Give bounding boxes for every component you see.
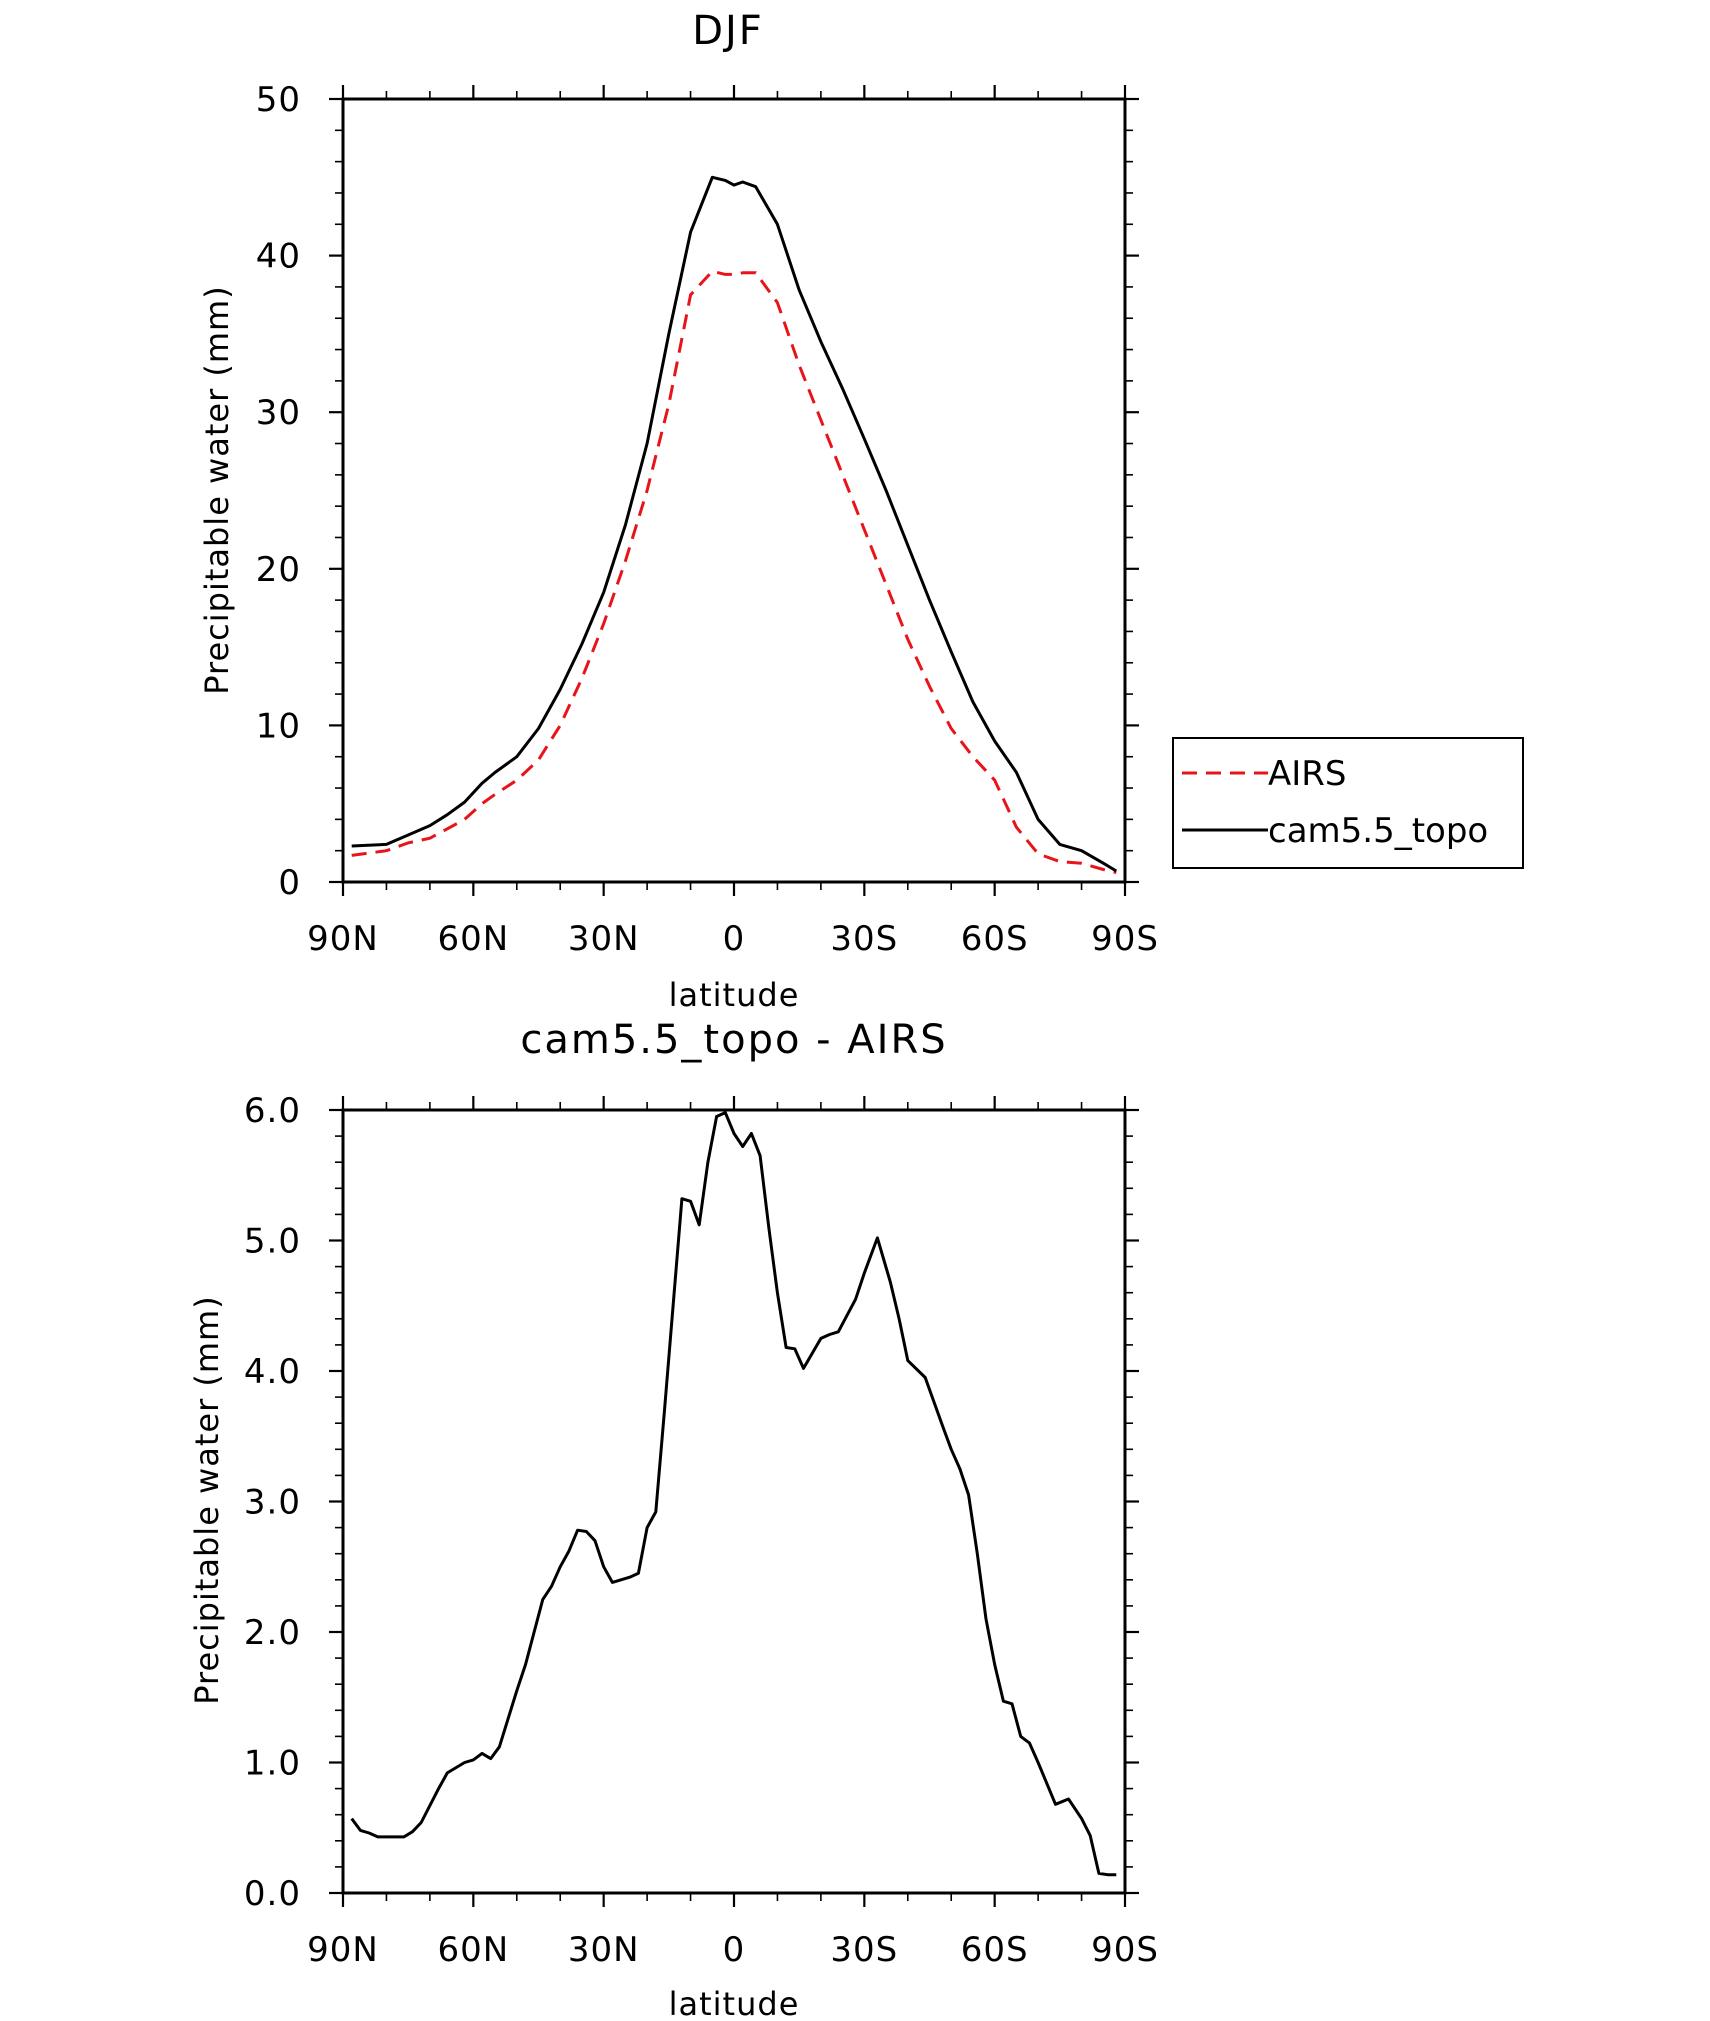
x-tick-label: 60N bbox=[437, 919, 509, 959]
chart-title: DJF bbox=[692, 8, 764, 54]
x-tick-label: 0 bbox=[723, 1930, 746, 1970]
x-tick-labels: 90N 60N 30N 0 30S 60S 90S bbox=[307, 919, 1159, 959]
series-line-difference bbox=[350, 1111, 1117, 1877]
x-tick-label: 30N bbox=[568, 919, 640, 959]
y-tick-label: 0.0 bbox=[244, 1874, 301, 1914]
y-tick-labels: 0.0 1.0 2.0 3.0 4.0 5.0 6.0 bbox=[244, 1091, 301, 1914]
y-tick-label: 4.0 bbox=[244, 1352, 301, 1392]
y-tick-label: 6.0 bbox=[244, 1091, 301, 1131]
legend: AIRS cam5.5_topo bbox=[1172, 737, 1524, 869]
y-tick-label: 40 bbox=[256, 237, 301, 277]
legend-box bbox=[1172, 737, 1524, 869]
x-axis-label: latitude bbox=[669, 1985, 800, 2021]
x-tick-label: 30S bbox=[830, 1930, 898, 1970]
series-lines bbox=[350, 1111, 1117, 1877]
x-axis-label: latitude bbox=[669, 976, 800, 1014]
legend-label-airs: AIRS bbox=[1268, 754, 1347, 794]
x-tick-label: 30S bbox=[830, 919, 898, 959]
y-tick-label: 0 bbox=[278, 863, 301, 903]
y-tick-label: 3.0 bbox=[244, 1483, 301, 1523]
y-tick-label: 10 bbox=[256, 706, 301, 746]
x-tick-label: 30N bbox=[568, 1930, 640, 1970]
x-tick-label: 90N bbox=[307, 1930, 379, 1970]
plot-frame bbox=[341, 1108, 1127, 1895]
bottom-chart-panel: cam5.5_topo - AIRS 90N 60N 30N 0 30S 60S 90S 0… bbox=[188, 1017, 1159, 2021]
y-axis-label: Precipitable water (mm) bbox=[198, 285, 236, 694]
top-chart-panel: DJF 90N 60N 30N 0 30S 60S 90S 0 10 20 30 40 50 lati… bbox=[198, 8, 1524, 1014]
y-tick-label: 5.0 bbox=[244, 1222, 301, 1262]
plot-frame bbox=[341, 97, 1127, 884]
series-line-airs bbox=[351, 269, 1117, 875]
x-tick-label: 60S bbox=[961, 919, 1029, 959]
x-tick-labels: 90N 60N 30N 0 30S 60S 90S bbox=[307, 1930, 1159, 1970]
tick-marks bbox=[329, 1096, 1139, 1907]
y-tick-labels: 0 10 20 30 40 50 bbox=[256, 80, 301, 903]
x-tick-label: 60N bbox=[437, 1930, 509, 1970]
x-tick-label: 0 bbox=[723, 919, 746, 959]
y-tick-label: 20 bbox=[256, 550, 301, 590]
x-tick-label: 60S bbox=[961, 1930, 1029, 1970]
x-tick-label: 90N bbox=[307, 919, 379, 959]
series-line-cam5-5-topo bbox=[351, 175, 1118, 873]
series-lines bbox=[351, 175, 1118, 875]
chart-title: cam5.5_topo - AIRS bbox=[520, 1017, 947, 1063]
y-tick-label: 30 bbox=[256, 393, 301, 433]
y-axis-label: Precipitable water (mm) bbox=[188, 1295, 226, 1704]
y-tick-label: 50 bbox=[256, 80, 301, 120]
y-tick-label: 1.0 bbox=[244, 1744, 301, 1784]
x-tick-label: 90S bbox=[1091, 1930, 1159, 1970]
y-tick-label: 2.0 bbox=[244, 1613, 301, 1653]
legend-label-cam: cam5.5_topo bbox=[1268, 811, 1488, 851]
x-tick-label: 90S bbox=[1091, 919, 1159, 959]
